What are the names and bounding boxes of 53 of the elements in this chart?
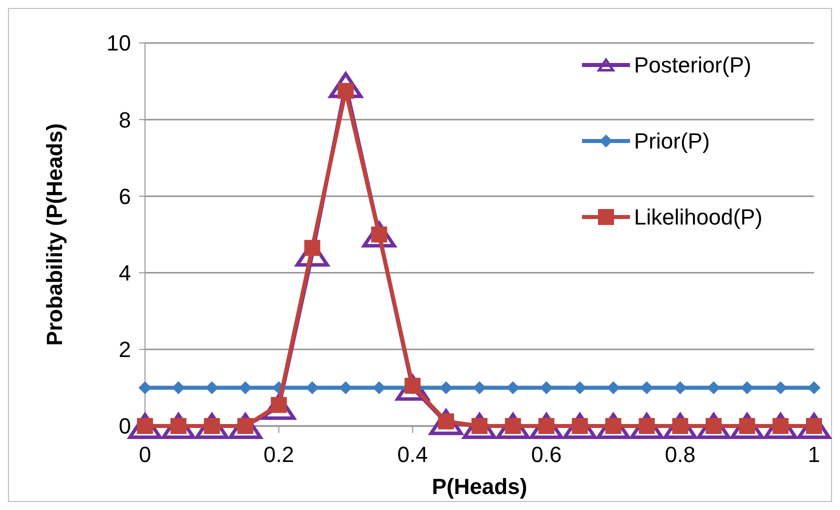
x-tick-label: 0 — [138, 442, 152, 467]
point — [563, 413, 597, 439]
x-tick-label: 0.6 — [531, 442, 562, 467]
point — [440, 381, 453, 394]
y-tick-label: 8 — [118, 107, 131, 132]
legend-label: Likelihood(P) — [634, 204, 762, 230]
point — [707, 381, 720, 394]
point — [306, 381, 319, 394]
y-tick-label: 10 — [106, 30, 131, 56]
point — [640, 381, 654, 394]
y-tick-label: 2 — [118, 337, 131, 362]
x-tick-label: 0.8 — [664, 442, 696, 467]
x-tick-label: 0.4 — [397, 442, 428, 467]
point — [362, 222, 396, 248]
point — [372, 381, 386, 394]
point — [530, 413, 564, 439]
point — [339, 381, 352, 394]
y-tick-label: 4 — [118, 260, 131, 286]
point — [540, 381, 553, 394]
point — [195, 413, 229, 439]
point — [740, 381, 754, 394]
legend-label: Prior(P) — [634, 128, 710, 154]
x-tick-label: 0.2 — [264, 442, 294, 467]
point — [162, 413, 196, 439]
point — [606, 381, 620, 394]
point — [663, 413, 697, 439]
y-tick-label: 6 — [118, 184, 131, 209]
x-axis-title: P(Heads) — [432, 474, 528, 499]
legend-label: Posterior(P) — [634, 52, 752, 78]
point — [797, 413, 831, 439]
point — [808, 381, 820, 394]
point — [172, 381, 185, 394]
x-tick-label: 1 — [808, 442, 820, 467]
point — [205, 381, 218, 394]
point — [238, 381, 252, 394]
point — [630, 413, 664, 439]
y-tick-label: 0 — [118, 414, 131, 439]
point — [730, 413, 764, 439]
point — [506, 381, 520, 394]
point — [429, 409, 463, 436]
point — [228, 413, 262, 439]
point — [696, 413, 730, 439]
point — [774, 381, 788, 394]
point — [138, 381, 152, 394]
y-axis-title: Probability (P(Heads) — [42, 123, 67, 346]
point — [462, 413, 496, 439]
point — [496, 413, 530, 439]
point — [573, 381, 586, 394]
point — [764, 413, 798, 439]
point — [328, 72, 362, 98]
point — [473, 381, 486, 394]
point — [674, 381, 687, 394]
point — [596, 413, 630, 439]
